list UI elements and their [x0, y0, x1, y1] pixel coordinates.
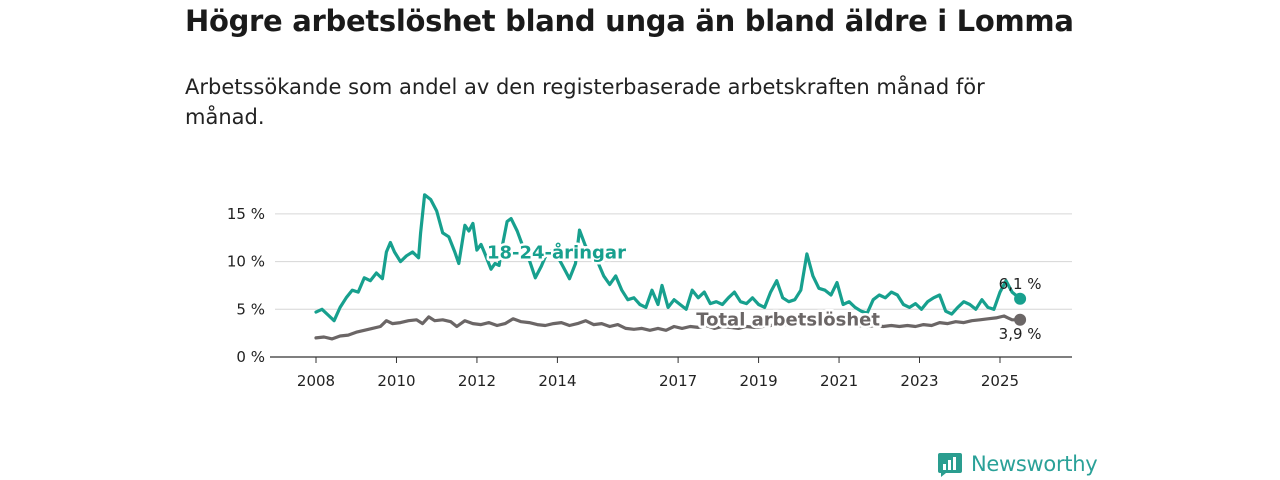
series-label-youth: 18-24-åringar — [487, 242, 626, 264]
x-tick-label: 2023 — [900, 372, 938, 390]
end-label-youth: 6,1 % — [999, 275, 1042, 293]
end-marker-youth — [1014, 292, 1027, 305]
axis-layer: 0 % 5 % 10 % 15 % 2008 2010 2012 2014 2017 2019 20… — [227, 205, 1072, 390]
grid-layer — [275, 213, 1072, 310]
end-label-total: 3,9 % — [999, 325, 1042, 343]
series-layer — [314, 193, 1027, 341]
label-layer: 6,1 % 3,9 % 18-24-åringar Total arbetslöshe… — [484, 239, 1042, 343]
x-tick-label: 2017 — [659, 372, 697, 390]
x-tick-label: 2008 — [297, 372, 335, 390]
series-label-total: Total arbetslöshet — [696, 310, 880, 331]
y-tick-label: 0 % — [236, 348, 265, 366]
x-tick-label: 2021 — [820, 372, 858, 390]
y-tick-label: 15 % — [227, 205, 265, 223]
brand-name: Newsworthy — [971, 452, 1098, 476]
chart-title: Högre arbetslöshet bland unga än bland ä… — [185, 4, 1074, 38]
chart-subtitle: Arbetssökande som andel av den registerb… — [185, 75, 985, 129]
x-tick-label: 2012 — [458, 372, 496, 390]
chart-bubble-icon — [938, 453, 962, 477]
series-line-total — [314, 314, 1022, 341]
brand-logo[interactable]: Newsworthy — [937, 448, 1098, 480]
y-tick-label: 5 % — [236, 300, 265, 318]
series-line-youth — [314, 193, 1022, 323]
x-tick-label: 2010 — [377, 372, 415, 390]
x-tick-label: 2019 — [739, 372, 777, 390]
x-tick-label: 2014 — [538, 372, 576, 390]
x-tick-label: 2025 — [981, 372, 1019, 390]
end-marker-total — [1014, 313, 1027, 326]
y-tick-label: 10 % — [227, 253, 265, 271]
